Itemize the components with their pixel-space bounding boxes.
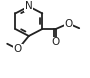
Text: N: N [25, 1, 33, 11]
Text: O: O [14, 44, 22, 54]
Text: O: O [64, 19, 73, 29]
Text: O: O [52, 37, 60, 47]
